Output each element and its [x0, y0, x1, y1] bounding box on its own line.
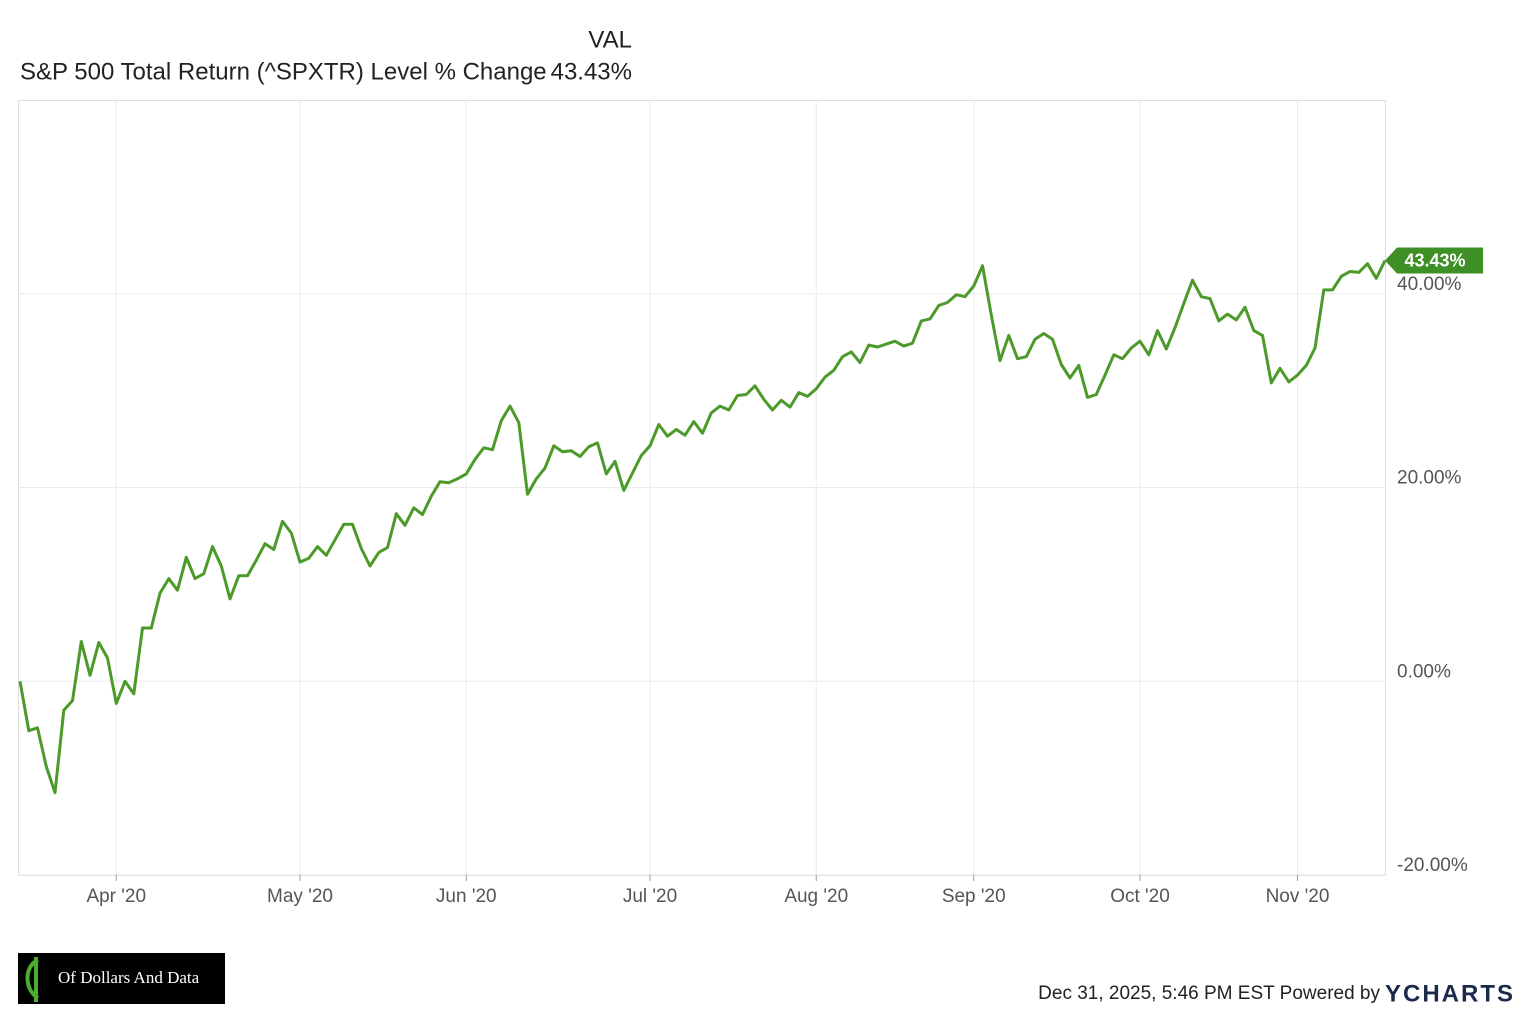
brand: YCHARTS — [1385, 980, 1515, 1007]
y-tick-label: 20.00% — [1397, 468, 1462, 489]
x-tick-label: Aug '20 — [784, 886, 848, 907]
column-header: VAL — [588, 26, 632, 53]
x-tick-label: Sep '20 — [942, 886, 1006, 907]
logo: Of Dollars And Data — [18, 953, 225, 1004]
x-tick-label: Apr '20 — [86, 886, 146, 907]
line — [18, 259, 1387, 795]
legend-value: 43.43% — [551, 58, 632, 85]
y-tick-label: 40.00% — [1397, 274, 1462, 295]
legend-name: S&P 500 Total Return (^SPXTR) Level % Ch… — [20, 58, 547, 85]
logo-mark — [25, 957, 40, 1002]
logo-text: Of Dollars And Data — [58, 968, 200, 987]
x-tick-label: Nov '20 — [1266, 886, 1330, 907]
y-tick-label: -20.00% — [1397, 855, 1468, 876]
y-tick-label: 0.00% — [1397, 661, 1451, 682]
value-badge-label: 43.43% — [1404, 250, 1465, 270]
x-tick-label: Jun '20 — [436, 886, 497, 907]
logo-box — [18, 953, 225, 1004]
x-tick-label: Jul '20 — [623, 886, 677, 907]
value-badge — [1385, 247, 1483, 274]
x-tick-label: Oct '20 — [1110, 886, 1170, 907]
x-tick-label: May '20 — [267, 886, 333, 907]
timestamp: Dec 31, 2025, 5:46 PM EST Powered by — [1038, 983, 1380, 1004]
